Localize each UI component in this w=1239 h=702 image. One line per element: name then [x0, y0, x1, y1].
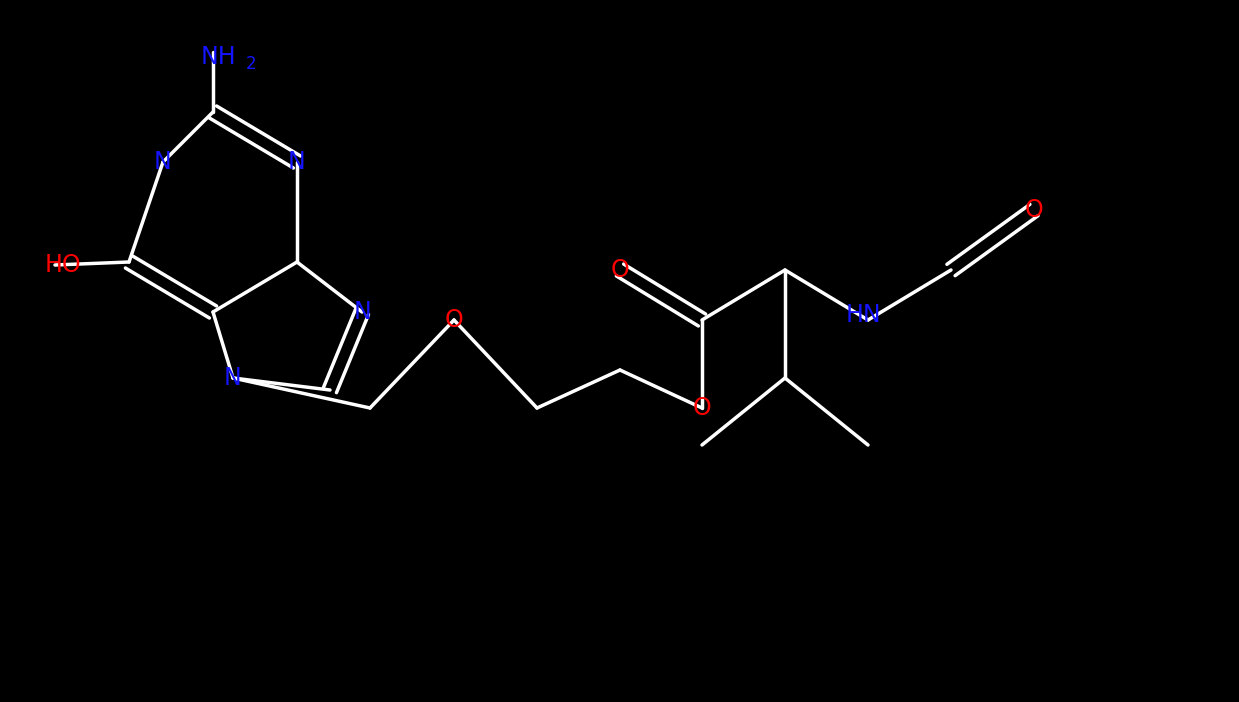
- Text: HN: HN: [845, 303, 881, 327]
- Text: NH: NH: [201, 45, 235, 69]
- Text: N: N: [353, 300, 370, 324]
- Text: O: O: [693, 396, 711, 420]
- Text: 2: 2: [245, 55, 256, 73]
- Text: O: O: [611, 258, 629, 282]
- Text: O: O: [1025, 198, 1043, 222]
- Text: N: N: [289, 150, 306, 174]
- Text: N: N: [224, 366, 242, 390]
- Text: HO: HO: [45, 253, 82, 277]
- Text: O: O: [445, 308, 463, 332]
- Text: N: N: [154, 150, 172, 174]
